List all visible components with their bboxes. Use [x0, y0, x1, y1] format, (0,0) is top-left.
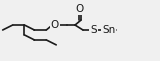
Text: O: O [51, 20, 59, 30]
Text: S: S [90, 25, 97, 35]
Text: Sn: Sn [102, 25, 115, 35]
Text: O: O [76, 4, 84, 14]
